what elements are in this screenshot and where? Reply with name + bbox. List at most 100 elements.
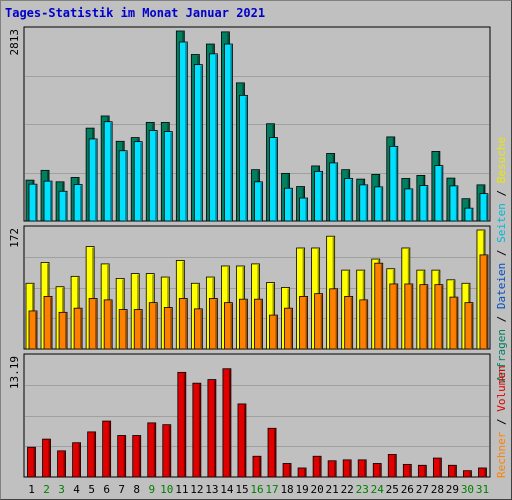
bar-volumen-day-28 xyxy=(432,457,442,478)
bar-volumen-day-21 xyxy=(327,460,337,478)
bar-dateien-day-20 xyxy=(314,170,324,222)
day-label-20: 20 xyxy=(311,483,324,496)
day-label-16: 16 xyxy=(250,483,263,496)
bar-volumen-day-5 xyxy=(87,431,97,478)
bar-dateien-day-15 xyxy=(239,94,248,222)
day-label-27: 27 xyxy=(416,483,429,496)
bar-rechner-day-8 xyxy=(133,309,143,350)
bar-volumen-day-20 xyxy=(312,455,322,478)
bar-volumen-day-14 xyxy=(222,368,232,478)
bar-volumen-day-2 xyxy=(42,438,51,478)
bar-dateien-day-4 xyxy=(73,184,83,222)
day-label-3: 3 xyxy=(58,483,65,496)
bar-dateien-day-28 xyxy=(434,165,444,222)
day-label-23: 23 xyxy=(356,483,369,496)
bar-dateien-day-9 xyxy=(148,130,158,222)
day-label-1: 1 xyxy=(28,483,35,496)
bar-dateien-day-22 xyxy=(344,178,354,222)
day-label-25: 25 xyxy=(386,483,399,496)
day-label-15: 15 xyxy=(235,483,248,496)
bar-volumen-day-30 xyxy=(463,470,472,478)
bar-volumen-day-9 xyxy=(147,422,157,478)
bar-dateien-day-10 xyxy=(163,131,173,222)
bar-volumen-day-3 xyxy=(57,450,66,478)
bar-rechner-day-18 xyxy=(284,307,293,350)
bar-rechner-day-1 xyxy=(28,310,38,350)
bar-dateien-day-5 xyxy=(88,138,98,222)
bar-volumen-day-6 xyxy=(102,420,112,478)
bar-rechner-day-17 xyxy=(269,314,278,350)
day-label-12: 12 xyxy=(190,483,203,496)
day-label-30: 30 xyxy=(461,483,474,496)
bar-rechner-day-4 xyxy=(73,307,83,350)
day-label-6: 6 xyxy=(103,483,110,496)
day-label-19: 19 xyxy=(295,483,308,496)
bar-rechner-day-25 xyxy=(389,283,399,350)
legend-vertical: Anfragen / Dateien / Seiten / Besuche xyxy=(495,137,508,382)
max-label-bottom: 13.19 xyxy=(8,356,21,389)
bar-dateien-day-6 xyxy=(103,121,113,222)
legend-seiten: Seiten xyxy=(495,203,508,243)
bar-dateien-day-21 xyxy=(329,162,339,222)
chart-title: Tages-Statistik im Monat Januar 2021 xyxy=(5,6,266,20)
day-label-9: 9 xyxy=(148,483,155,496)
bar-dateien-day-3 xyxy=(58,190,68,222)
bar-volumen-day-29 xyxy=(448,464,457,478)
bar-dateien-day-31 xyxy=(479,193,489,222)
bar-dateien-day-14 xyxy=(224,43,233,222)
bar-rechner-day-30 xyxy=(464,302,474,350)
bar-volumen-day-13 xyxy=(207,379,217,478)
bar-dateien-day-19 xyxy=(299,197,308,222)
bar-rechner-day-5 xyxy=(88,298,98,350)
bar-dateien-day-24 xyxy=(374,186,384,222)
bar-dateien-day-2 xyxy=(43,180,53,222)
day-label-18: 18 xyxy=(280,483,293,496)
bar-volumen-day-17 xyxy=(267,427,277,478)
bar-volumen-day-22 xyxy=(342,459,352,478)
bar-rechner-day-31 xyxy=(479,254,489,350)
legend-anfragen: Anfragen xyxy=(495,329,508,382)
bar-rechner-day-20 xyxy=(314,293,324,350)
bar-dateien-day-17 xyxy=(269,137,278,222)
bar-dateien-day-26 xyxy=(404,188,414,222)
bar-dateien-day-25 xyxy=(389,145,399,222)
day-label-7: 7 xyxy=(118,483,125,496)
bar-volumen-day-31 xyxy=(478,467,487,478)
bar-volumen-day-1 xyxy=(27,446,36,478)
day-label-26: 26 xyxy=(401,483,414,496)
legend-vertical: Rechner / Volumen xyxy=(495,365,508,478)
bar-rechner-day-29 xyxy=(449,296,459,350)
day-label-17: 17 xyxy=(265,483,278,496)
bar-dateien-day-16 xyxy=(254,181,263,222)
day-label-5: 5 xyxy=(88,483,95,496)
max-label-middle: 172 xyxy=(8,228,21,248)
bar-dateien-day-23 xyxy=(359,184,369,222)
day-label-31: 31 xyxy=(476,483,489,496)
legend-dateien: Dateien xyxy=(495,263,508,309)
bar-dateien-day-27 xyxy=(419,185,429,222)
bar-rechner-day-27 xyxy=(419,284,429,350)
bar-rechner-day-13 xyxy=(208,298,218,350)
bar-dateien-day-12 xyxy=(193,64,203,222)
bar-rechner-day-22 xyxy=(344,296,354,350)
bar-rechner-day-9 xyxy=(148,302,158,350)
legend-separator: / xyxy=(495,183,508,203)
bar-volumen-day-15 xyxy=(237,403,247,478)
bar-volumen-day-12 xyxy=(192,382,202,478)
legend-volumen: Volumen xyxy=(495,365,508,411)
day-label-22: 22 xyxy=(341,483,354,496)
max-label-top: 2813 xyxy=(8,29,21,56)
bar-rechner-day-28 xyxy=(434,284,444,350)
bar-volumen-day-27 xyxy=(417,464,427,478)
day-label-13: 13 xyxy=(205,483,218,496)
day-label-2: 2 xyxy=(43,483,50,496)
bar-volumen-day-19 xyxy=(297,467,307,478)
bar-volumen-day-4 xyxy=(72,442,81,478)
legend-rechner: Rechner xyxy=(495,431,508,478)
day-label-29: 29 xyxy=(446,483,459,496)
day-label-10: 10 xyxy=(160,483,173,496)
bar-dateien-day-18 xyxy=(284,187,293,222)
bar-volumen-day-8 xyxy=(132,435,142,478)
day-label-21: 21 xyxy=(326,483,339,496)
